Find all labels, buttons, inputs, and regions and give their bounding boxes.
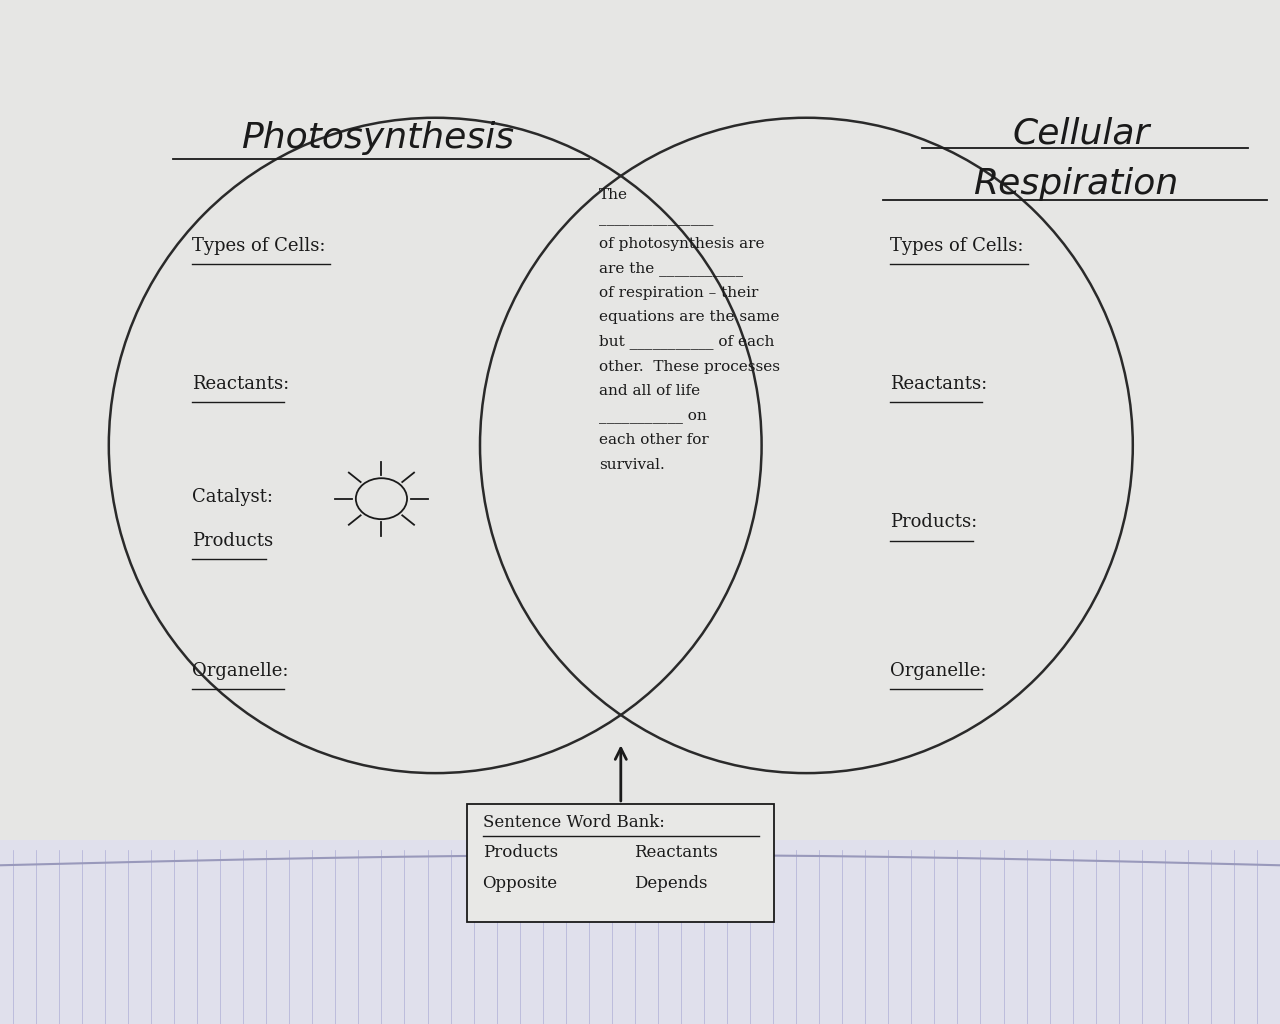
Text: equations are the same: equations are the same: [599, 310, 780, 325]
Text: Sentence Word Bank:: Sentence Word Bank:: [483, 814, 664, 830]
Text: Products: Products: [483, 845, 558, 861]
Text: Types of Cells:: Types of Cells:: [890, 237, 1023, 255]
Text: each other for: each other for: [599, 433, 709, 447]
Bar: [0, 0, 1280, 881]
Text: Organelle:: Organelle:: [890, 662, 986, 680]
Text: Types of Cells:: Types of Cells:: [192, 237, 325, 255]
Bar: [0, 840, 1280, 1024]
Text: Products: Products: [192, 531, 273, 550]
Text: Reactants:: Reactants:: [890, 375, 987, 393]
Text: but ___________ of each: but ___________ of each: [599, 335, 774, 349]
Text: Reactants: Reactants: [634, 845, 718, 861]
Text: and all of life: and all of life: [599, 384, 700, 398]
Text: Opposite: Opposite: [483, 876, 558, 892]
Text: survival.: survival.: [599, 458, 664, 472]
Text: Depends: Depends: [634, 876, 707, 892]
Text: ___________ on: ___________ on: [599, 409, 707, 423]
Text: Catalyst:: Catalyst:: [192, 487, 273, 506]
Text: Reactants:: Reactants:: [192, 375, 289, 393]
Text: Cellular: Cellular: [1012, 116, 1151, 151]
Text: of respiration – their: of respiration – their: [599, 286, 759, 300]
Text: Products:: Products:: [890, 513, 977, 531]
Text: other.  These processes: other. These processes: [599, 359, 780, 374]
Text: are the ___________: are the ___________: [599, 261, 744, 275]
Text: Organelle:: Organelle:: [192, 662, 288, 680]
Text: of photosynthesis are: of photosynthesis are: [599, 237, 764, 251]
Text: Photosynthesis: Photosynthesis: [241, 121, 515, 156]
Text: The: The: [599, 187, 628, 202]
Bar: [467, 804, 774, 922]
Text: Respiration: Respiration: [973, 167, 1178, 202]
Text: _______________: _______________: [599, 212, 713, 226]
